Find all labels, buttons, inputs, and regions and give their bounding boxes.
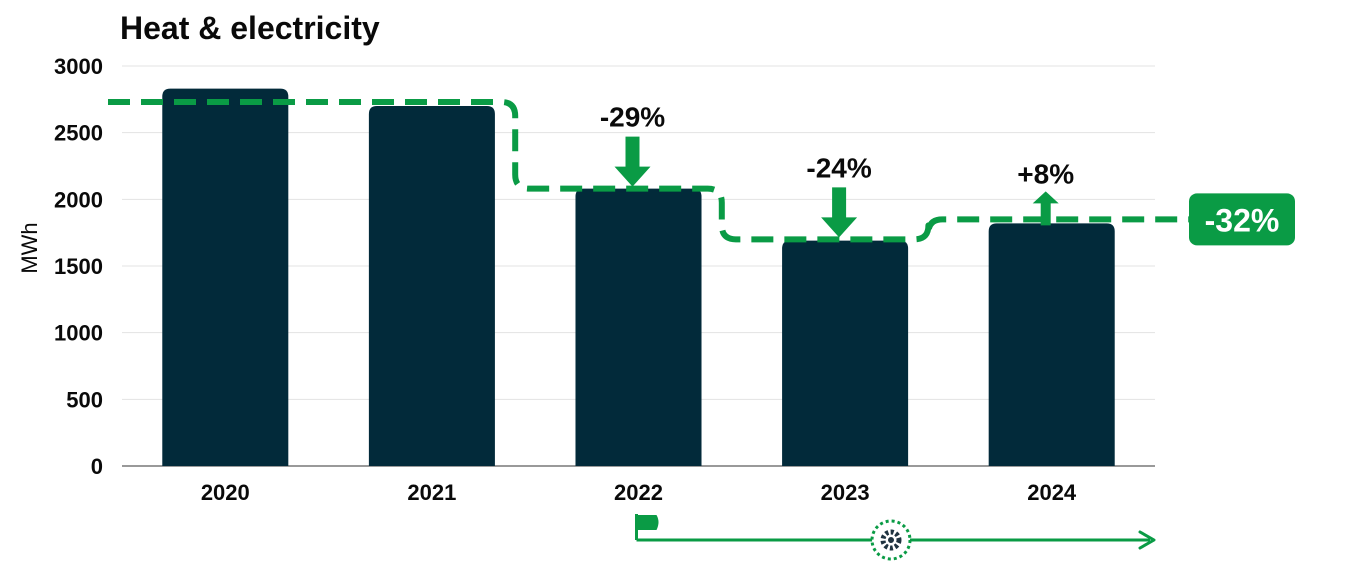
total-change-background	[1189, 193, 1295, 246]
gear-hub	[888, 537, 894, 543]
trend-line	[108, 99, 1189, 243]
total-change-label: -32%	[1205, 202, 1280, 238]
change-annotations: -29% -24% +8%	[600, 102, 1074, 238]
down-arrow-icon	[821, 187, 858, 238]
y-tick-label: 3000	[54, 54, 103, 79]
x-tick-labels: 2020 2021 2022 2023 2024	[201, 480, 1077, 505]
x-tick-label: 2023	[821, 480, 870, 505]
bar	[782, 240, 909, 466]
y-tick-label: 500	[66, 387, 103, 412]
bar	[162, 88, 289, 467]
x-tick-label: 2020	[201, 480, 250, 505]
change-label: +8%	[1017, 158, 1074, 189]
y-axis-label: MWh	[17, 222, 42, 273]
down-arrow-icon	[614, 136, 651, 187]
change-label: -24%	[806, 152, 871, 183]
total-change-badge: -32%	[1189, 193, 1295, 246]
x-tick-label: 2021	[407, 480, 456, 505]
y-tick-label: 2500	[54, 121, 103, 146]
chart-title: Heat & electricity	[120, 10, 380, 46]
bar	[368, 106, 495, 466]
y-tick-label: 1000	[54, 321, 103, 346]
trend-path	[108, 99, 1189, 243]
bar	[575, 188, 702, 466]
change-label: -29%	[600, 102, 665, 133]
y-tick-label: 0	[91, 454, 103, 479]
flag-icon	[636, 515, 659, 530]
x-tick-label: 2022	[614, 480, 663, 505]
gear-icon	[880, 529, 902, 551]
y-tick-label: 2000	[54, 187, 103, 212]
arrow-head-icon	[1138, 530, 1156, 550]
y-tick-labels: 0 500 1000 1500 2000 2500 3000	[54, 54, 103, 479]
x-tick-label: 2024	[1027, 480, 1077, 505]
bar	[988, 223, 1115, 466]
up-arrow-icon	[1032, 191, 1059, 226]
timeline	[635, 514, 1156, 561]
bars	[162, 88, 1115, 467]
y-tick-label: 1500	[54, 254, 103, 279]
